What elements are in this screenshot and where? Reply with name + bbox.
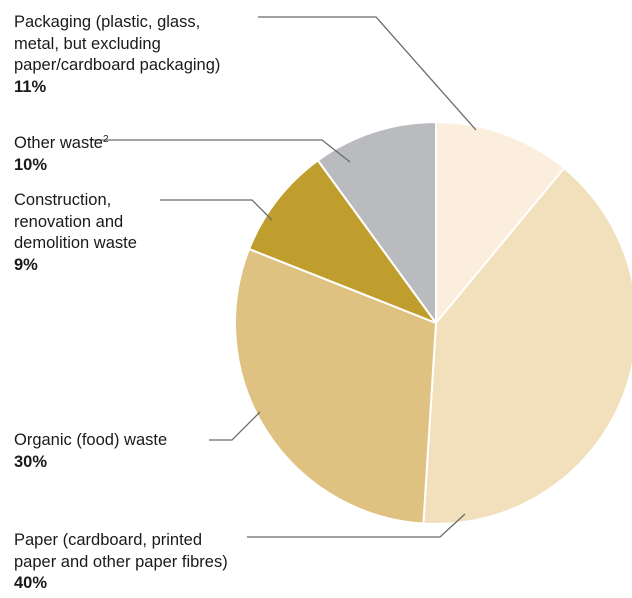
label-construction-value: 9%	[14, 255, 38, 274]
leader-line-paper	[247, 513, 466, 538]
label-other-waste-value: 10%	[14, 155, 48, 174]
leader-line-organic	[209, 411, 261, 441]
pie-slice-packaging	[435, 121, 566, 324]
pie-slice-other-waste	[316, 121, 437, 324]
label-packaging-line-2: metal, but excluding	[14, 34, 161, 53]
label-paper-value: 40%	[14, 574, 48, 592]
label-construction-line-1: Construction,	[14, 191, 112, 209]
pie-slice-paper	[422, 167, 632, 525]
label-packaging-value: 11%	[14, 77, 47, 96]
label-other-waste-line-1: Other waste2	[14, 133, 109, 155]
leader-line-packaging	[258, 16, 477, 131]
label-paper: Paper (cardboard, printed paper and othe…	[14, 530, 228, 595]
footnote-marker: 2	[102, 134, 109, 145]
label-construction-line-2: renovation and	[14, 212, 124, 231]
label-packaging: Packaging (plastic, glass, metal, but ex…	[14, 12, 220, 98]
label-paper-line-2: paper and other paper fibres)	[14, 552, 228, 571]
label-paper-line-1: Paper (cardboard, printed	[14, 531, 203, 549]
label-organic: Organic (food) waste 30%	[14, 430, 167, 473]
leader-line-construction	[160, 199, 273, 221]
pie-slice-construction	[248, 159, 437, 324]
label-organic-value: 30%	[14, 452, 48, 471]
label-other-waste: Other waste2 10%	[14, 133, 109, 176]
label-construction-line-3: demolition waste	[14, 234, 137, 252]
label-packaging-line-1: Packaging (plastic, glass,	[14, 13, 201, 31]
label-organic-line-1: Organic (food) waste	[14, 431, 168, 449]
label-construction: Construction, renovation and demolition …	[14, 190, 137, 276]
label-other-waste-text: Other waste	[14, 134, 103, 152]
label-packaging-line-3: paper/cardboard packaging)	[14, 56, 221, 74]
leader-line-other-waste	[90, 139, 351, 163]
pie-slice-organic	[234, 248, 437, 525]
